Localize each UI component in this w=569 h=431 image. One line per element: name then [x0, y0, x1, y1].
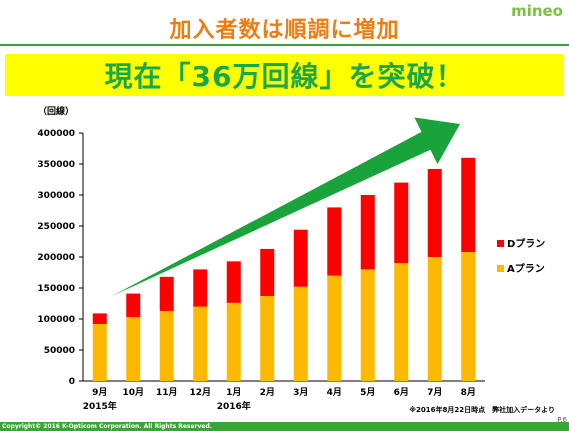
- year-label: 2016年: [217, 400, 251, 412]
- x-tick-label: 10月: [122, 387, 144, 398]
- x-tick-label: 3月: [293, 387, 308, 398]
- y-tick-label: 100000: [37, 315, 75, 325]
- x-tick-label: 12月: [189, 387, 211, 398]
- x-tick-label: 9月: [92, 387, 107, 398]
- footer-bar: Copyright© 2016 K-Opticom Corporation. A…: [0, 422, 569, 431]
- x-tick-label: 7月: [427, 387, 442, 398]
- bar-a-plan: [360, 269, 375, 381]
- y-tick-label: 50000: [44, 346, 75, 356]
- bar-d-plan: [327, 207, 342, 276]
- x-tick-label: 6月: [394, 387, 409, 398]
- year-label: 2015年: [83, 400, 117, 412]
- title-divider: [0, 44, 569, 46]
- bar-a-plan: [159, 310, 174, 381]
- bar-a-plan: [193, 306, 208, 381]
- y-axis-label: （回線）: [38, 105, 74, 117]
- bar-a-plan: [92, 323, 107, 381]
- bar-d-plan: [293, 229, 308, 287]
- bar-d-plan: [427, 168, 442, 257]
- bar-d-plan: [394, 182, 409, 264]
- bar-d-plan: [461, 157, 476, 253]
- data-source-note: ※2016年8月22日時点 弊社加入データより: [409, 406, 555, 414]
- page-title: 加入者数は順調に増加: [169, 18, 400, 43]
- bar-d-plan: [193, 269, 208, 307]
- legend-label: Aプラン: [507, 262, 545, 275]
- legend-swatch: [497, 240, 504, 247]
- bar-d-plan: [159, 276, 174, 311]
- bar-d-plan: [360, 195, 375, 270]
- bar-d-plan: [92, 313, 107, 324]
- bar-a-plan: [293, 286, 308, 381]
- brand-logo: mineo: [511, 2, 563, 20]
- x-tick-label: 4月: [327, 387, 342, 398]
- trend-arrow: [112, 117, 460, 296]
- y-tick-label: 300000: [37, 191, 75, 201]
- bar-a-plan: [427, 257, 442, 381]
- banner-text: 現在「36万回線」を突破！: [104, 60, 465, 93]
- bar-d-plan: [260, 248, 275, 297]
- bar-a-plan: [394, 263, 409, 381]
- y-tick-label: 150000: [37, 284, 75, 294]
- page-number: P.6: [557, 416, 567, 424]
- x-tick-label: 8月: [461, 387, 476, 398]
- copyright-text: Copyright© 2016 K-Opticom Corporation. A…: [2, 423, 213, 430]
- y-tick-label: 400000: [37, 129, 75, 139]
- y-tick-label: 250000: [37, 222, 75, 232]
- bar-d-plan: [226, 261, 241, 303]
- legend-swatch: [497, 265, 504, 272]
- x-tick-label: 2月: [260, 387, 275, 398]
- bar-a-plan: [327, 275, 342, 381]
- bar-d-plan: [126, 293, 141, 318]
- bar-a-plan: [126, 317, 141, 381]
- legend-label: Dプラン: [507, 237, 545, 250]
- y-tick-label: 350000: [37, 160, 75, 170]
- y-tick-label: 200000: [37, 253, 75, 263]
- y-tick-label: 0: [69, 377, 75, 387]
- bar-a-plan: [260, 296, 275, 381]
- x-tick-label: 11月: [156, 387, 178, 398]
- bar-a-plan: [461, 252, 476, 381]
- x-tick-label: 1月: [226, 387, 241, 398]
- highlight-banner: 現在「36万回線」を突破！: [5, 54, 564, 96]
- bar-a-plan: [226, 302, 241, 381]
- x-tick-label: 5月: [360, 387, 375, 398]
